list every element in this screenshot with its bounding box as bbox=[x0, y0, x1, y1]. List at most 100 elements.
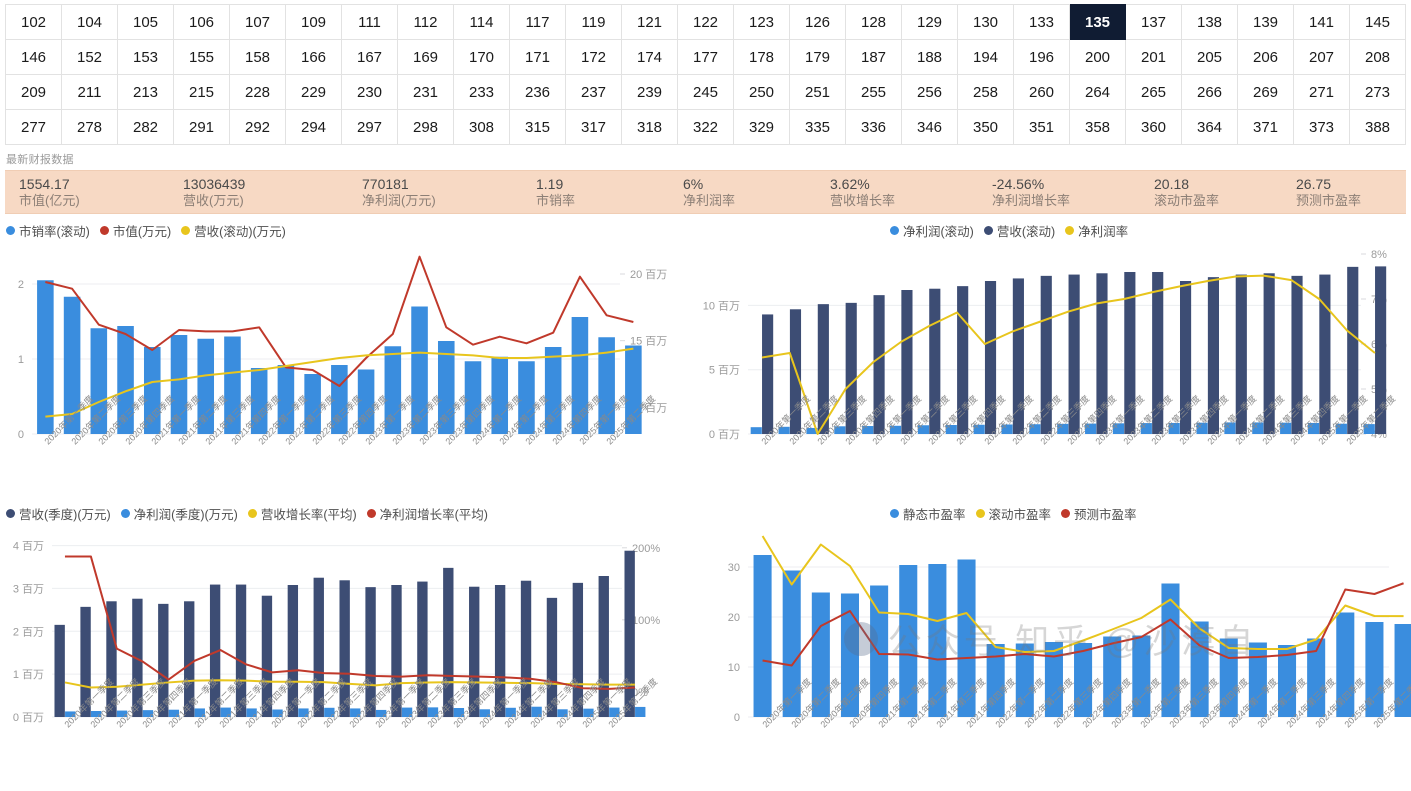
bar[interactable] bbox=[984, 281, 997, 434]
bar[interactable] bbox=[518, 361, 535, 434]
number-cell[interactable]: 233 bbox=[453, 74, 510, 110]
number-cell[interactable]: 126 bbox=[789, 4, 846, 40]
number-cell[interactable]: 360 bbox=[1125, 109, 1182, 145]
legend-entry[interactable]: 预测市盈率 bbox=[1061, 504, 1137, 523]
bar[interactable] bbox=[505, 707, 516, 717]
number-cell[interactable]: 139 bbox=[1237, 4, 1294, 40]
bar[interactable] bbox=[170, 335, 188, 434]
number-cell[interactable]: 271 bbox=[1293, 74, 1350, 110]
number-cell[interactable]: 266 bbox=[1181, 74, 1238, 110]
number-cell[interactable]: 209 bbox=[5, 74, 62, 110]
bar[interactable] bbox=[250, 368, 268, 434]
number-cell[interactable]: 129 bbox=[901, 4, 958, 40]
number-cell[interactable]: 166 bbox=[285, 39, 342, 75]
bar[interactable] bbox=[986, 644, 1005, 717]
number-grid-table[interactable]: 102 104 105 106 107 109 111 112 114 117 119 121 122 1… bbox=[5, 4, 1406, 145]
bar[interactable] bbox=[1029, 424, 1041, 434]
legend-entry[interactable]: 市值(万元) bbox=[99, 221, 171, 240]
number-cell[interactable]: 230 bbox=[341, 74, 398, 110]
number-cell[interactable]: 145 bbox=[1349, 4, 1406, 40]
bar[interactable] bbox=[1012, 278, 1024, 434]
legend-entry[interactable]: 净利润(滚动) bbox=[890, 221, 974, 240]
bar[interactable] bbox=[437, 341, 455, 434]
number-cell[interactable]: 215 bbox=[173, 74, 230, 110]
line-series[interactable] bbox=[64, 555, 636, 690]
bar[interactable] bbox=[224, 336, 241, 435]
bar[interactable] bbox=[1207, 277, 1220, 434]
legend-entry[interactable]: 市销率(滚动) bbox=[6, 221, 90, 240]
number-cell[interactable]: 155 bbox=[173, 39, 230, 75]
legend-pe[interactable]: 静态市盈率 滚动市盈率 预测市盈率 bbox=[690, 497, 1411, 523]
bar[interactable] bbox=[889, 425, 902, 434]
number-cell[interactable]: 133 bbox=[1013, 4, 1070, 40]
bar[interactable] bbox=[1248, 642, 1267, 718]
number-cell[interactable]: 294 bbox=[285, 109, 342, 145]
number-cell[interactable]: 105 bbox=[117, 4, 174, 40]
bar[interactable] bbox=[491, 356, 509, 434]
number-cell[interactable]: 346 bbox=[901, 109, 958, 145]
bar[interactable] bbox=[80, 606, 91, 717]
chart-panel-ps-marketcap[interactable]: 市销率(滚动) 市值(万元) 营收(滚动)(万元) 0 1 2 10 百万 15 百万 20 … bbox=[0, 214, 690, 497]
bar[interactable] bbox=[571, 317, 589, 434]
bar[interactable] bbox=[1040, 275, 1052, 434]
bar[interactable] bbox=[583, 708, 594, 717]
bar[interactable] bbox=[782, 570, 801, 718]
legend-entry[interactable]: 静态市盈率 bbox=[890, 504, 966, 523]
bar[interactable] bbox=[1015, 643, 1034, 718]
number-cell[interactable]: 251 bbox=[789, 74, 846, 110]
bar[interactable] bbox=[1280, 422, 1292, 434]
number-cell[interactable]: 153 bbox=[117, 39, 174, 75]
kpi-item[interactable]: 6% 净利润率 bbox=[669, 176, 816, 208]
number-cell[interactable]: 308 bbox=[453, 109, 510, 145]
bar[interactable] bbox=[635, 706, 646, 717]
bar[interactable] bbox=[1235, 274, 1247, 434]
number-cell[interactable]: 335 bbox=[789, 109, 846, 145]
bar[interactable] bbox=[168, 709, 180, 717]
number-cell[interactable]: 205 bbox=[1181, 39, 1238, 75]
bar[interactable] bbox=[870, 585, 889, 718]
legend-profit-revenue[interactable]: 净利润(滚动) 营收(滚动) 净利润率 bbox=[690, 214, 1411, 240]
number-cell[interactable]: 250 bbox=[733, 74, 790, 110]
bar[interactable] bbox=[557, 709, 568, 717]
bar[interactable] bbox=[834, 426, 846, 434]
bar[interactable] bbox=[1096, 273, 1108, 434]
number-cell[interactable]: 179 bbox=[789, 39, 846, 75]
number-cell[interactable]: 291 bbox=[173, 109, 230, 145]
legend-entry[interactable]: 营收(滚动) bbox=[983, 221, 1055, 240]
bar[interactable] bbox=[1074, 643, 1093, 717]
legend-entry[interactable]: 净利润(季度)(万元) bbox=[120, 504, 238, 523]
bar[interactable] bbox=[778, 426, 790, 434]
number-cell[interactable]: 229 bbox=[285, 74, 342, 110]
bar[interactable] bbox=[375, 709, 387, 717]
number-cell[interactable]: 269 bbox=[1237, 74, 1294, 110]
bar[interactable] bbox=[384, 346, 402, 434]
kpi-item[interactable]: 1.19 市销率 bbox=[522, 176, 669, 208]
kpi-item[interactable]: -24.56% 净利润增长率 bbox=[978, 176, 1140, 208]
bar[interactable] bbox=[1124, 272, 1136, 434]
bar[interactable] bbox=[1112, 423, 1125, 434]
bar[interactable] bbox=[479, 709, 490, 717]
bar[interactable] bbox=[546, 597, 558, 717]
bar[interactable] bbox=[401, 707, 413, 717]
number-cell[interactable]: 317 bbox=[565, 109, 622, 145]
bar[interactable] bbox=[261, 595, 273, 717]
number-cell[interactable]: 135 bbox=[1069, 4, 1126, 40]
number-cell[interactable]: 255 bbox=[845, 74, 902, 110]
number-cell[interactable]: 177 bbox=[677, 39, 734, 75]
bar[interactable] bbox=[184, 601, 195, 717]
number-cell[interactable]: 137 bbox=[1125, 4, 1182, 40]
number-cell[interactable]: 104 bbox=[61, 4, 118, 40]
bar[interactable] bbox=[298, 708, 309, 717]
bar[interactable] bbox=[1335, 423, 1347, 434]
number-cell[interactable]: 138 bbox=[1181, 4, 1238, 40]
bar[interactable] bbox=[1057, 423, 1069, 434]
bar[interactable] bbox=[625, 345, 642, 435]
bar[interactable] bbox=[544, 347, 562, 434]
bar[interactable] bbox=[54, 624, 65, 717]
number-cell[interactable]: 371 bbox=[1237, 109, 1294, 145]
number-cell[interactable]: 130 bbox=[957, 4, 1014, 40]
chart-panel-pe[interactable]: 静态市盈率 滚动市盈率 预测市盈率 0 10 20 30 2020年第一季度 2020年第二季… bbox=[690, 497, 1411, 780]
bar[interactable] bbox=[1375, 266, 1387, 434]
bar[interactable] bbox=[90, 328, 108, 434]
number-cell[interactable]: 201 bbox=[1125, 39, 1182, 75]
